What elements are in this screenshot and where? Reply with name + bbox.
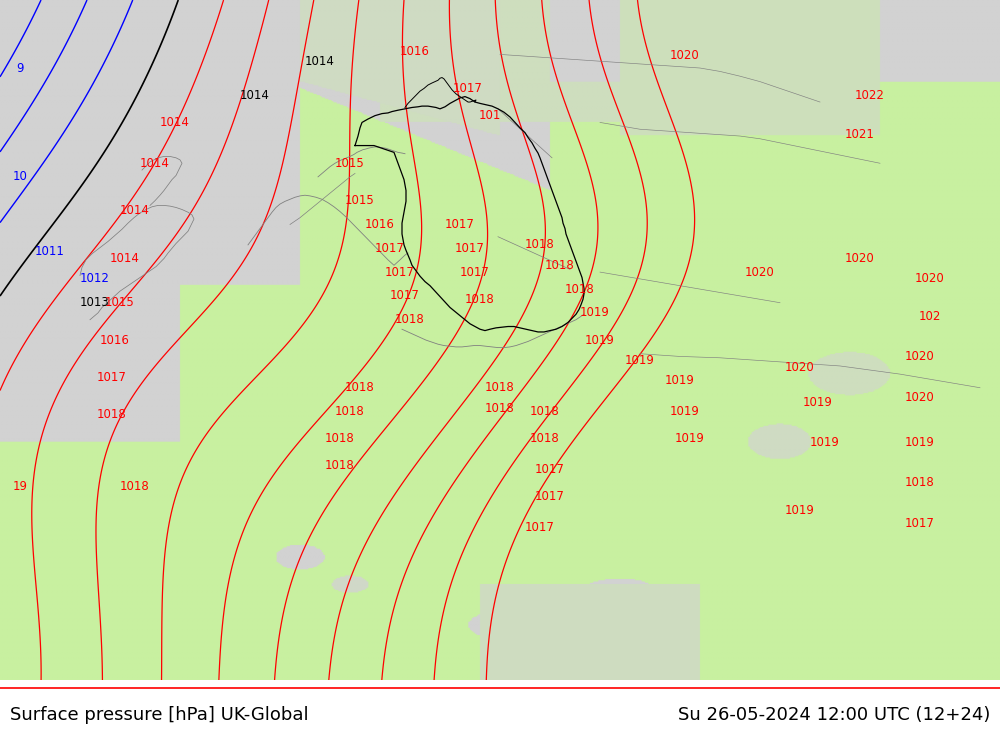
- Text: 1020: 1020: [745, 265, 775, 279]
- Text: 1020: 1020: [905, 350, 935, 363]
- Text: 1016: 1016: [100, 334, 130, 347]
- Text: 1017: 1017: [390, 290, 420, 303]
- Text: 1017: 1017: [97, 371, 127, 384]
- Text: 1018: 1018: [465, 292, 495, 306]
- Text: 1016: 1016: [365, 218, 395, 231]
- Text: 1022: 1022: [855, 89, 885, 102]
- Text: 1012: 1012: [80, 273, 110, 285]
- Text: 1019: 1019: [625, 354, 655, 367]
- Text: 1018: 1018: [485, 381, 515, 394]
- Text: 1015: 1015: [105, 296, 135, 309]
- Text: 1018: 1018: [545, 259, 575, 272]
- Text: 1018: 1018: [120, 480, 150, 493]
- Text: 1019: 1019: [785, 504, 815, 517]
- Text: 1018: 1018: [530, 405, 560, 418]
- Text: 1018: 1018: [525, 238, 555, 251]
- Text: 1019: 1019: [670, 405, 700, 418]
- Text: 1019: 1019: [675, 432, 705, 445]
- Text: 1019: 1019: [580, 306, 610, 320]
- Text: 1019: 1019: [585, 334, 615, 347]
- Text: 1016: 1016: [400, 45, 430, 58]
- Text: 1020: 1020: [845, 252, 875, 265]
- Text: 1017: 1017: [905, 517, 935, 530]
- Text: 1020: 1020: [915, 273, 945, 285]
- Text: 102: 102: [919, 310, 941, 323]
- Text: 1017: 1017: [375, 242, 405, 255]
- Text: 1018: 1018: [335, 405, 365, 418]
- Text: 1018: 1018: [485, 402, 515, 415]
- Text: 1018: 1018: [905, 476, 935, 490]
- Text: 10: 10: [13, 170, 27, 183]
- Text: 9: 9: [16, 62, 24, 75]
- Text: Su 26-05-2024 12:00 UTC (12+24): Su 26-05-2024 12:00 UTC (12+24): [678, 706, 990, 723]
- Text: 1018: 1018: [97, 408, 127, 421]
- Text: 1014: 1014: [110, 252, 140, 265]
- Text: 1017: 1017: [535, 463, 565, 476]
- Text: 1020: 1020: [785, 361, 815, 374]
- Text: Surface pressure [hPa] UK-Global: Surface pressure [hPa] UK-Global: [10, 706, 309, 723]
- Text: 1017: 1017: [455, 242, 485, 255]
- Text: 1019: 1019: [803, 397, 833, 409]
- Text: 1019: 1019: [810, 435, 840, 449]
- Text: 1018: 1018: [325, 432, 355, 445]
- Text: 1015: 1015: [345, 194, 375, 207]
- Text: 1017: 1017: [445, 218, 475, 231]
- Text: 1014: 1014: [140, 157, 170, 170]
- Text: 1021: 1021: [845, 128, 875, 141]
- Text: 1013: 1013: [80, 296, 110, 309]
- Text: 1014: 1014: [305, 55, 335, 67]
- Text: 1011: 1011: [35, 245, 65, 258]
- Text: 1014: 1014: [120, 205, 150, 218]
- Text: 1015: 1015: [335, 157, 365, 170]
- Text: 101: 101: [479, 109, 501, 122]
- Text: 1014: 1014: [160, 116, 190, 129]
- Text: 1018: 1018: [325, 460, 355, 473]
- Text: 1018: 1018: [345, 381, 375, 394]
- Text: 19: 19: [12, 480, 28, 493]
- Text: 1017: 1017: [525, 520, 555, 534]
- Text: 1018: 1018: [565, 283, 595, 295]
- Text: 1017: 1017: [453, 82, 483, 95]
- Text: 1014: 1014: [240, 89, 270, 102]
- Text: 1017: 1017: [535, 490, 565, 503]
- Text: 1019: 1019: [905, 435, 935, 449]
- Text: 1018: 1018: [530, 432, 560, 445]
- Text: 1019: 1019: [665, 375, 695, 388]
- Text: 1018: 1018: [395, 313, 425, 326]
- Text: 1020: 1020: [905, 391, 935, 405]
- Text: 1017: 1017: [460, 265, 490, 279]
- Text: 1017: 1017: [385, 265, 415, 279]
- Text: 1020: 1020: [670, 49, 700, 62]
